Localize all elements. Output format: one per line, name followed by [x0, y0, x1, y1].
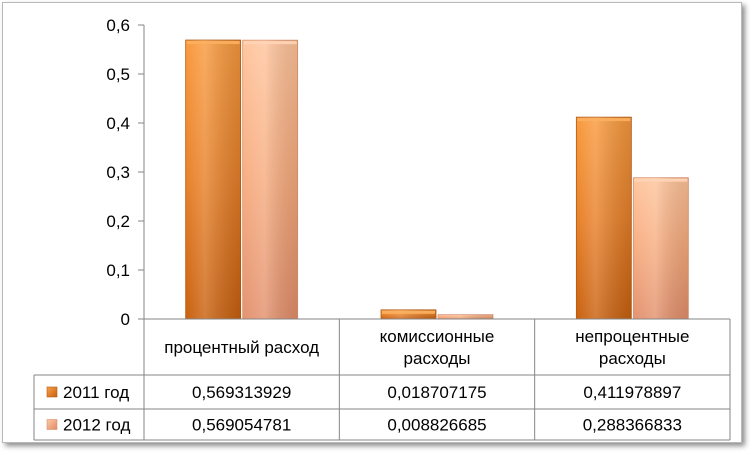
bar-shine	[185, 40, 241, 320]
y-tick-label: 0,2	[106, 212, 130, 231]
data-label: 0,569054781	[192, 416, 291, 435]
legend-label: 2011 год	[63, 383, 129, 402]
bar	[632, 177, 689, 320]
bar-top-bevel	[634, 178, 688, 182]
y-tick-label: 0	[121, 310, 130, 329]
bar-shine	[381, 309, 436, 319]
bar-top-bevel	[243, 41, 297, 45]
bar-top-bevel	[186, 41, 240, 45]
bar-chart: 0 0,1 0,2 0,3 0,4 0,5 0,6 процентный расход ком…	[33, 16, 731, 441]
y-axis: 0 0,1 0,2 0,3 0,4 0,5 0,6	[106, 16, 145, 329]
category-label: процентный расход	[164, 338, 319, 357]
y-tick-label: 0,6	[106, 16, 130, 35]
y-tick-label: 0,3	[106, 163, 130, 182]
bar-shine	[633, 177, 689, 319]
data-label: 0,018707175	[387, 383, 486, 402]
y-tick-label: 0,1	[106, 261, 130, 280]
bar-top-bevel	[382, 310, 435, 314]
data-label: 0,411978897	[583, 383, 681, 402]
y-tick-label: 0,4	[106, 114, 130, 133]
data-label: 0,288366833	[583, 416, 682, 435]
category-label: расходы	[599, 349, 666, 368]
legend-key	[46, 419, 58, 430]
bar	[437, 314, 494, 320]
bar-top-bevel	[577, 118, 631, 122]
bar	[575, 116, 632, 320]
bar-shine	[576, 117, 632, 319]
bar	[242, 39, 299, 320]
legend-label: 2012 год	[63, 416, 130, 435]
category-label: непроцентные	[575, 327, 689, 346]
data-label: 0,008826685	[387, 416, 486, 435]
category-label: комиссионные	[380, 327, 495, 346]
bar	[185, 39, 242, 320]
bar-shine	[438, 314, 493, 319]
bars	[185, 39, 689, 320]
y-tick-label: 0,5	[106, 65, 130, 84]
bar	[380, 309, 437, 320]
category-label: расходы	[404, 349, 471, 368]
data-label: 0,569313929	[192, 383, 291, 402]
legend-key	[46, 386, 58, 398]
chart-frame: 0 0,1 0,2 0,3 0,4 0,5 0,6 процентный расход ком…	[2, 2, 742, 443]
bar-shine	[242, 40, 298, 320]
data-table: процентный расход комиссионные расходы непр…	[33, 318, 731, 441]
